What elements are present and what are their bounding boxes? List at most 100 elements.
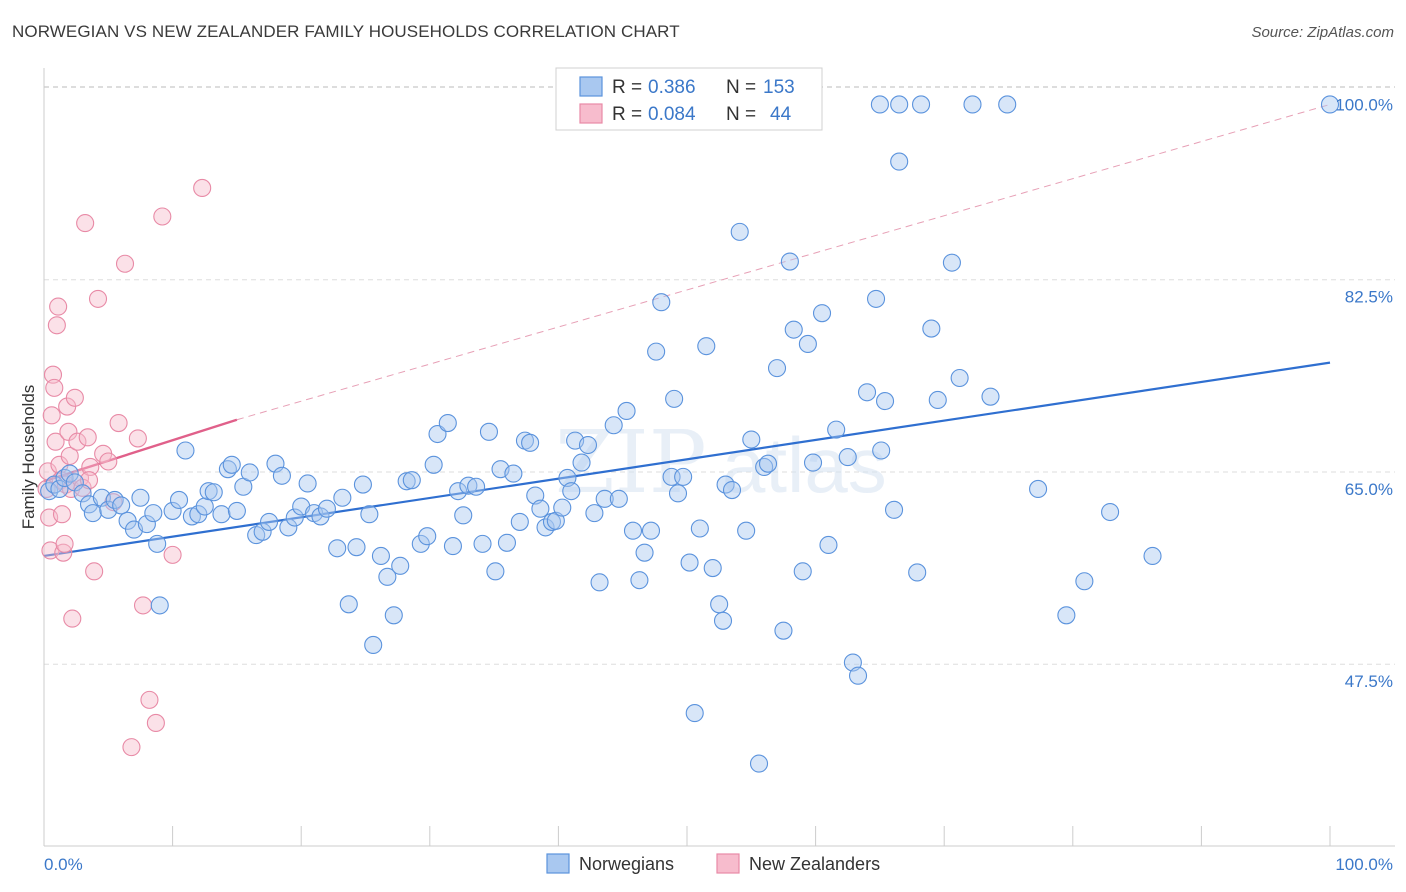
norwegian-point xyxy=(767,359,787,378)
new-zealander-point xyxy=(88,289,108,308)
norwegian-point xyxy=(922,319,941,338)
norwegian-point xyxy=(240,463,259,482)
norwegian-point xyxy=(784,320,803,339)
stats-n-label-blue: N = xyxy=(726,77,756,98)
new-zealander-point xyxy=(38,462,57,481)
new-zealander-point xyxy=(42,406,61,425)
norwegian-point xyxy=(685,704,704,723)
y-axis-title: Family Households xyxy=(19,385,38,530)
norwegian-point xyxy=(572,453,591,472)
norwegian-point xyxy=(604,416,623,435)
norwegian-point xyxy=(371,546,390,566)
norwegian-point xyxy=(690,519,709,538)
norwegian-point xyxy=(857,383,877,402)
x-minor-ticks xyxy=(172,826,1331,846)
norwegian-point xyxy=(890,95,909,114)
norwegian-point xyxy=(298,474,317,493)
norwegian-point xyxy=(50,479,69,499)
y-tick-label: 100.0% xyxy=(1335,95,1393,114)
norwegian-point xyxy=(391,556,410,575)
norwegian-point xyxy=(798,334,817,353)
norwegian-point xyxy=(870,95,889,114)
grid-lines xyxy=(44,85,1395,665)
new-zealander-point xyxy=(153,207,172,226)
norwegian-point xyxy=(803,453,823,472)
norwegian-point xyxy=(163,501,182,520)
norwegian-point xyxy=(703,559,722,578)
y-tick-label: 82.5% xyxy=(1345,288,1393,307)
norwegian-point xyxy=(204,483,223,502)
norwegian-point xyxy=(510,512,529,531)
x-tick-labels: 0.0% 100.0% xyxy=(44,855,1393,874)
new-zealander-point xyxy=(68,432,87,451)
norwegian-point xyxy=(617,401,636,421)
stats-r-value-blue: 0.386 xyxy=(648,77,696,98)
new-zealander-point xyxy=(133,596,153,615)
norwegian-point xyxy=(908,563,927,582)
norwegians-points xyxy=(40,95,1340,773)
norwegian-point xyxy=(473,534,492,553)
new-zealander-point xyxy=(63,609,82,628)
norwegian-point xyxy=(339,595,358,614)
norwegian-point xyxy=(418,527,437,546)
norwegian-point xyxy=(722,481,742,500)
legend: Norwegians New Zealanders xyxy=(546,853,880,874)
new-zealander-point xyxy=(52,505,72,524)
norwegian-point xyxy=(150,596,169,615)
norwegian-point xyxy=(697,337,716,356)
norwegian-point xyxy=(928,390,947,410)
norwegian-point xyxy=(454,506,473,525)
norwegian-point xyxy=(912,95,931,114)
new-zealander-point xyxy=(146,713,165,733)
norwegian-point xyxy=(590,573,609,592)
trend-line-pink xyxy=(43,418,238,483)
new-zealander-point xyxy=(76,214,95,233)
norwegian-point xyxy=(872,441,891,460)
norwegian-point xyxy=(578,435,598,455)
trend-lines xyxy=(43,103,1331,558)
new-zealander-point xyxy=(60,446,79,466)
norwegian-point xyxy=(1320,95,1340,114)
norwegian-point xyxy=(812,304,832,323)
norwegian-point xyxy=(402,471,421,490)
norwegian-point xyxy=(353,475,372,494)
trend-line-blue xyxy=(43,361,1331,558)
norwegian-point xyxy=(311,507,330,526)
new-zealander-point xyxy=(43,365,63,384)
new-zealander-point xyxy=(49,297,68,316)
norwegian-point xyxy=(449,482,468,501)
norwegian-point xyxy=(866,289,886,308)
new-zealander-point xyxy=(115,254,135,273)
norwegian-point xyxy=(60,464,79,483)
norwegian-point xyxy=(212,505,231,524)
norwegian-point xyxy=(497,533,517,552)
norwegian-point xyxy=(963,95,982,114)
stats-n-value-blue: 153 xyxy=(763,77,795,98)
norwegian-point xyxy=(1029,479,1048,499)
norwegian-point xyxy=(521,433,540,452)
norwegian-point xyxy=(144,504,163,523)
norwegian-point xyxy=(774,621,793,640)
norwegian-point xyxy=(1075,572,1094,591)
norwegian-point xyxy=(647,342,666,361)
norwegian-point xyxy=(176,441,195,460)
axes xyxy=(43,68,1395,847)
new-zealander-point xyxy=(193,178,212,197)
norwegian-point xyxy=(623,521,643,540)
new-zealander-point xyxy=(55,534,74,553)
norwegian-point xyxy=(890,152,909,171)
norwegian-point xyxy=(411,534,430,553)
norwegian-point xyxy=(279,518,298,537)
norwegian-point xyxy=(253,522,272,541)
norwegian-point xyxy=(195,497,214,516)
new-zealander-point xyxy=(47,316,66,335)
chart-title: NORWEGIAN VS NEW ZEALANDER FAMILY HOUSEH… xyxy=(12,22,680,41)
norwegian-point xyxy=(737,521,756,540)
stats-r-label-pink: R = xyxy=(612,104,642,125)
new-zealander-point xyxy=(140,690,159,709)
norwegian-point xyxy=(758,454,778,473)
norwegian-point xyxy=(73,484,92,503)
legend-swatch-new-zealanders xyxy=(716,853,740,874)
norwegian-point xyxy=(486,562,505,581)
norwegian-point xyxy=(680,553,699,572)
